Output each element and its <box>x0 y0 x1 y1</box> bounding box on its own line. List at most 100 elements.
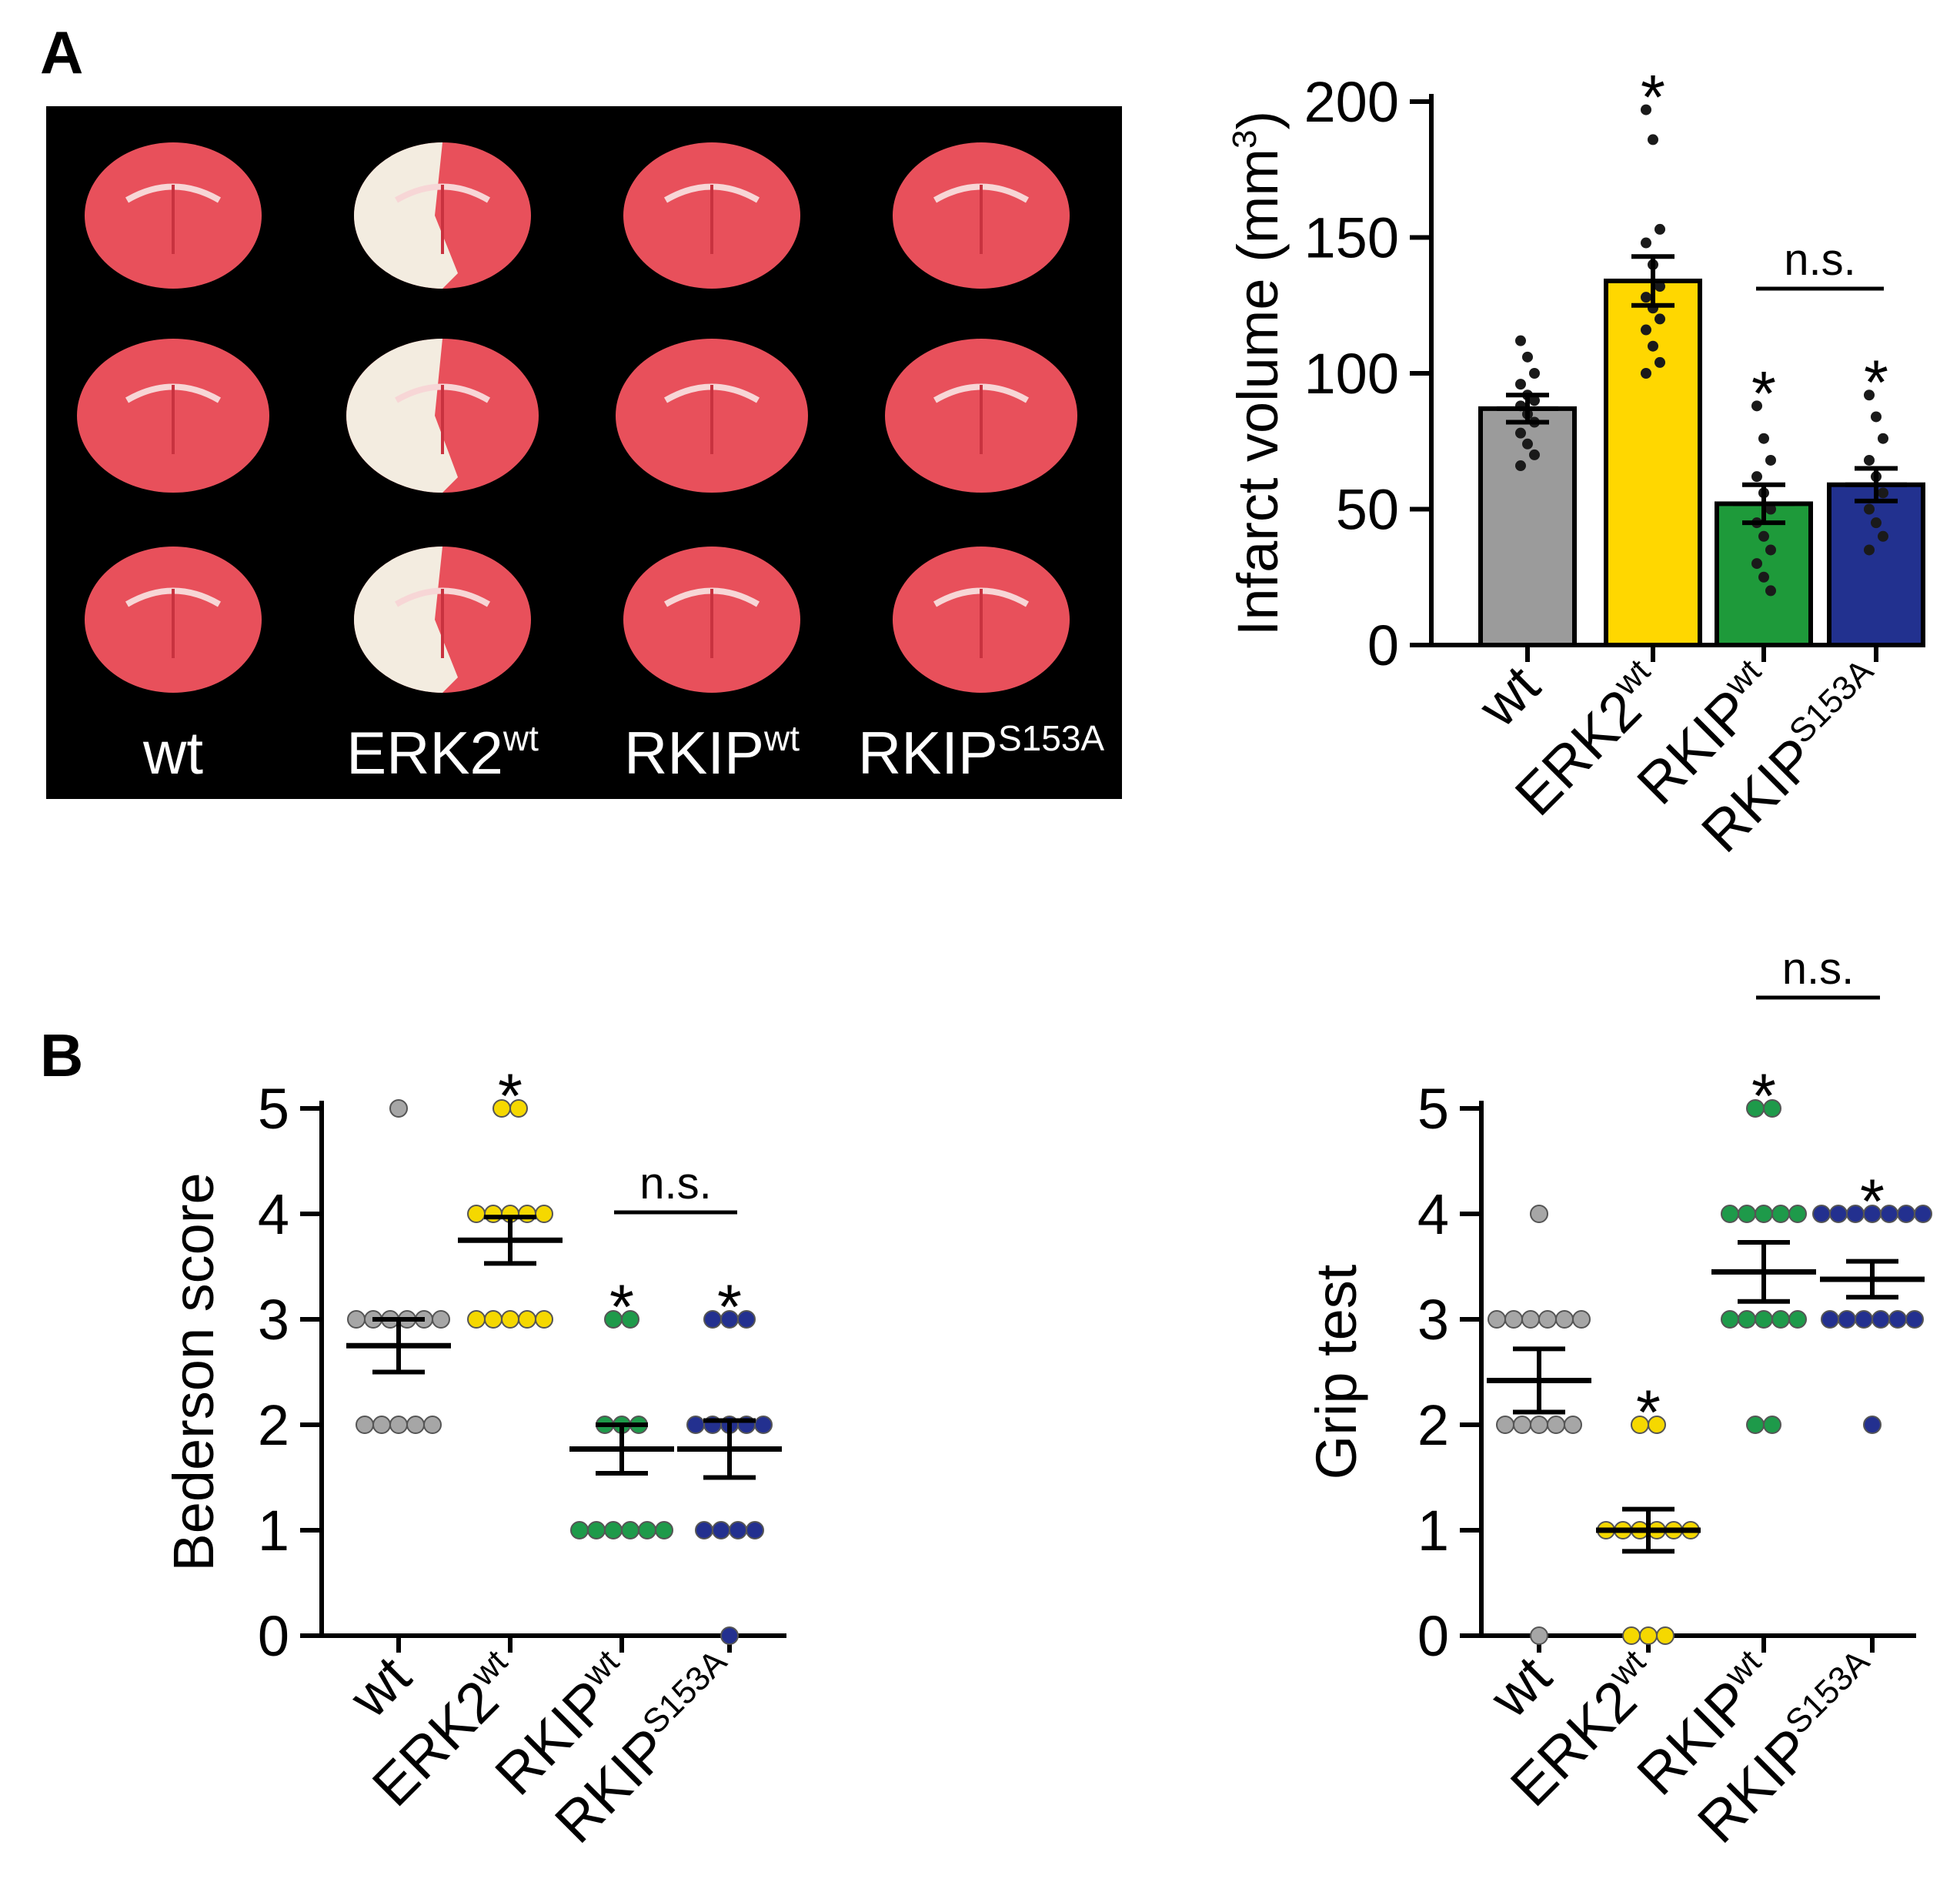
y-axis-title: Infarct volume (mm3) <box>1226 111 1290 636</box>
significance-star: * <box>1864 348 1888 418</box>
data-point <box>1522 438 1533 450</box>
y-axis-title: Bederson score <box>162 1172 225 1571</box>
data-point <box>1721 1205 1739 1223</box>
data-point <box>621 1310 639 1329</box>
data-point <box>1530 1416 1548 1434</box>
data-point <box>1765 544 1776 556</box>
data-point <box>1530 1626 1548 1645</box>
data-point <box>1771 1310 1790 1329</box>
data-point <box>1639 1626 1658 1645</box>
data-point <box>1654 356 1665 368</box>
significance-star: * <box>1751 359 1776 429</box>
brain-slice <box>623 547 800 693</box>
data-point <box>1504 1310 1523 1329</box>
data-point <box>484 1310 503 1329</box>
data-point <box>1751 558 1762 570</box>
data-point <box>1515 335 1526 346</box>
data-point <box>570 1521 589 1539</box>
data-point <box>1878 433 1888 444</box>
data-point <box>1529 395 1540 406</box>
data-point <box>1871 517 1882 529</box>
y-axis-title: Grip test <box>1304 1264 1368 1479</box>
data-point <box>1529 368 1540 379</box>
data-point <box>1641 324 1651 336</box>
data-point <box>1738 1205 1756 1223</box>
y-tick-label: 150 <box>1304 206 1399 270</box>
panel-label-a: A <box>40 18 83 86</box>
y-tick-label: 4 <box>1417 1182 1449 1246</box>
data-point <box>1821 1310 1839 1329</box>
data-point <box>1765 454 1776 466</box>
data-point <box>1738 1310 1756 1329</box>
data-point <box>1751 400 1762 412</box>
brain-slice <box>893 142 1070 289</box>
y-tick-label: 2 <box>1417 1393 1449 1457</box>
data-point <box>1547 1416 1565 1434</box>
data-point <box>1755 1205 1773 1223</box>
data-point <box>1758 571 1769 583</box>
data-point <box>1812 1205 1831 1223</box>
data-point <box>737 1310 756 1329</box>
data-point <box>1521 1310 1540 1329</box>
y-tick-label: 4 <box>258 1182 289 1246</box>
panel-label-b: B <box>40 1021 83 1089</box>
data-point <box>1564 1416 1582 1434</box>
y-tick-label: 50 <box>1336 478 1399 542</box>
data-point <box>1654 313 1665 325</box>
data-point <box>1648 134 1658 145</box>
y-tick-label: 200 <box>1304 70 1399 134</box>
data-point <box>1488 1310 1506 1329</box>
data-point <box>1641 237 1651 249</box>
data-point <box>509 1099 528 1118</box>
data-point <box>746 1521 764 1539</box>
data-point <box>1864 544 1875 556</box>
bracket-label: n.s. <box>639 1158 712 1208</box>
data-point <box>467 1205 486 1223</box>
data-point <box>1763 1416 1781 1434</box>
data-point <box>604 1521 623 1539</box>
y-tick-label: 100 <box>1304 342 1399 406</box>
data-point <box>1788 1310 1807 1329</box>
data-point <box>1751 471 1762 483</box>
bracket-label: n.s. <box>1784 235 1856 285</box>
data-point <box>1758 530 1769 542</box>
significance-star: * <box>498 1061 523 1132</box>
significance-star: * <box>717 1272 742 1342</box>
data-point <box>1555 1310 1574 1329</box>
data-point <box>1513 1416 1531 1434</box>
data-point <box>1721 1310 1739 1329</box>
data-point <box>1496 1416 1514 1434</box>
data-point <box>1641 104 1651 115</box>
data-point <box>1641 292 1651 303</box>
data-point <box>695 1521 713 1539</box>
data-point <box>1530 1205 1548 1223</box>
brain-slice <box>346 339 539 493</box>
data-point <box>347 1310 366 1329</box>
data-point <box>1914 1205 1932 1223</box>
category-label: wt <box>1478 1643 1564 1730</box>
data-point <box>432 1310 450 1329</box>
brain-slices-photo: wt ERK2wt RKIPwt RKIPS153A <box>46 106 1122 799</box>
data-point <box>1878 530 1888 542</box>
brain-slice <box>354 142 531 289</box>
y-tick-label: 0 <box>258 1604 289 1668</box>
data-point <box>1515 460 1526 472</box>
photo-group-label: RKIPS153A <box>858 718 1104 787</box>
y-tick-label: 2 <box>258 1393 289 1457</box>
data-point <box>1864 503 1875 515</box>
data-point <box>535 1205 553 1223</box>
data-point <box>372 1416 391 1434</box>
data-point <box>1758 433 1769 444</box>
data-point <box>1641 368 1651 379</box>
data-point <box>1538 1310 1557 1329</box>
y-tick-label: 3 <box>258 1288 289 1352</box>
data-point <box>729 1521 747 1539</box>
brain-slice <box>885 339 1077 493</box>
data-point <box>535 1310 553 1329</box>
data-point <box>1838 1310 1856 1329</box>
photo-group-label: RKIPwt <box>624 718 800 787</box>
data-point <box>501 1310 519 1329</box>
